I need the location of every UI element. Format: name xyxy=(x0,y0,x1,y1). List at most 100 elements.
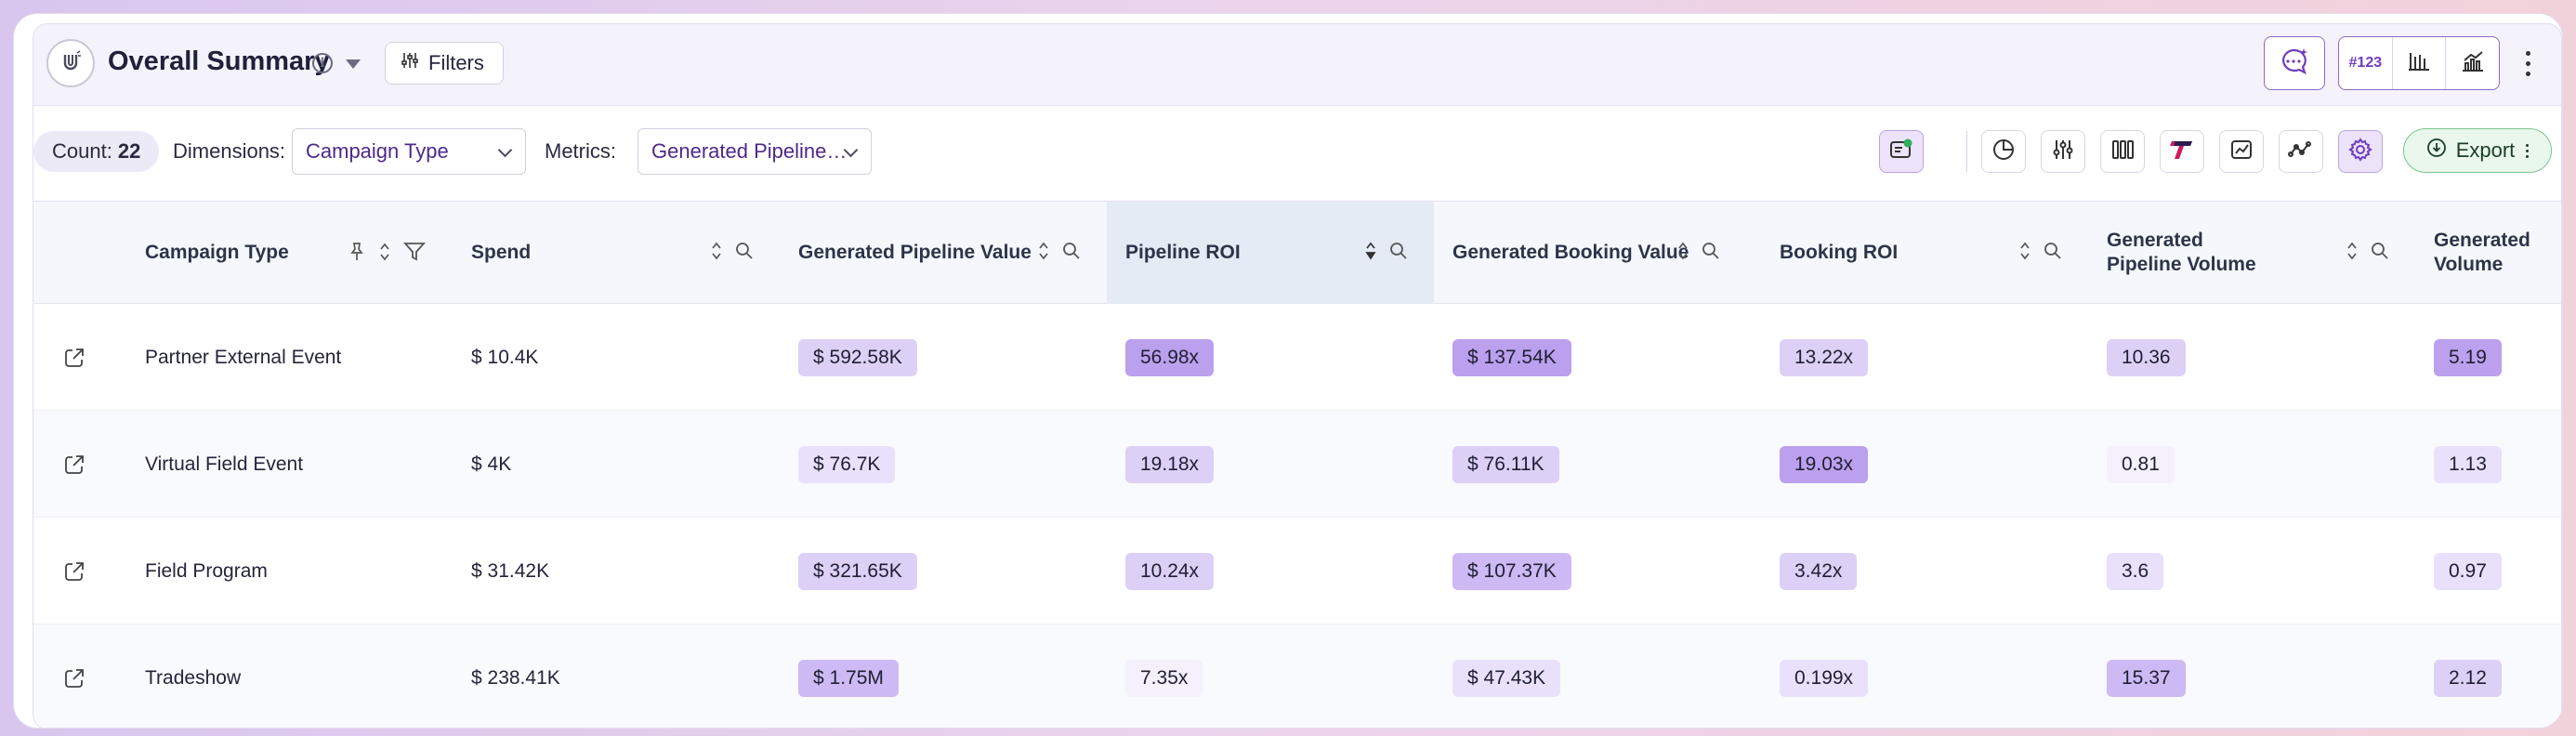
external-link-icon[interactable] xyxy=(63,347,85,374)
trend-icon xyxy=(2288,138,2314,166)
sort-icon[interactable] xyxy=(379,242,390,262)
columns-button[interactable] xyxy=(2100,130,2145,173)
cell-pipeline-roi-value: 19.18x xyxy=(1125,445,1215,483)
sort-descending-icon[interactable] xyxy=(1365,241,1376,261)
table-row[interactable]: Virtual Field Event $ 4K $ 76.7K 19.18x $ 76… xyxy=(33,411,2561,518)
info-icon[interactable]: i xyxy=(312,53,333,73)
table-view-button[interactable] xyxy=(2393,37,2447,89)
cell-booking-value: $ 47.43K xyxy=(1452,624,1561,728)
cell-spend-value: $ 31.42K xyxy=(471,559,550,582)
caret-down-icon[interactable] xyxy=(346,59,361,69)
cell-volume-value: 1.13 xyxy=(2434,445,2502,483)
table-row[interactable]: Tradeshow $ 238.41K $ 1.75M 7.35x $ 47.43K 0.… xyxy=(33,624,2561,728)
dimension-value: Campaign Type xyxy=(306,139,449,163)
filter-icon[interactable] xyxy=(403,241,426,263)
sort-icon[interactable] xyxy=(1677,241,1689,261)
cell-booking-roi: 3.42x xyxy=(1780,518,1858,624)
table-row[interactable]: Partner External Event $ 10.4K $ 592.58K 56… xyxy=(33,304,2561,411)
number-view-label: #123 xyxy=(2348,55,2383,71)
column-header-pipeline-value[interactable]: Generated Pipeline Value xyxy=(780,202,1107,304)
cell-spend: $ 4K xyxy=(471,411,511,518)
metrics-value: Generated Pipeline… xyxy=(651,139,848,163)
ai-insight-button[interactable] xyxy=(1879,130,1924,173)
search-icon[interactable] xyxy=(1389,242,1408,260)
more-vertical-icon xyxy=(2526,143,2530,158)
cell-booking-roi-value: 13.22x xyxy=(1780,338,1869,376)
cell-campaign-type: Virtual Field Event xyxy=(145,411,303,518)
column-header-booking-roi[interactable]: Booking ROI xyxy=(1761,202,2088,304)
column-header-campaign-type[interactable]: Campaign Type xyxy=(33,202,453,304)
settings-button[interactable] xyxy=(2338,130,2383,173)
view-toggle-group: #123 xyxy=(2338,36,2500,90)
pie-chart-button[interactable] xyxy=(1981,130,2026,173)
search-icon[interactable] xyxy=(1062,242,1081,260)
column-header-pipeline-volume[interactable]: Generated Pipeline Volume xyxy=(2088,202,2415,304)
cell-booking-value-value: $ 107.37K xyxy=(1452,552,1571,590)
column-header-pipeline-roi[interactable]: Pipeline ROI xyxy=(1107,202,1434,304)
cell-pipeline-roi-value: 10.24x xyxy=(1125,552,1215,590)
cell-pipeline-volume-value: 10.36 xyxy=(2107,338,2186,376)
cell-booking-value-value: $ 76.11K xyxy=(1452,445,1559,483)
ai-chat-button[interactable] xyxy=(2264,36,2325,90)
cell-pipeline-roi-value: 56.98x xyxy=(1125,338,1215,376)
cell-campaign-type: Field Program xyxy=(145,518,268,624)
search-icon[interactable] xyxy=(735,242,754,260)
column-header-volume[interactable]: Generated Volume xyxy=(2434,230,2530,275)
cell-pipeline-volume: 15.37 xyxy=(2107,624,2186,728)
sort-icon[interactable] xyxy=(1038,241,1049,261)
adjust-button[interactable] xyxy=(2041,130,2085,173)
pin-icon[interactable] xyxy=(348,242,366,262)
cell-volume-value: 0.97 xyxy=(2434,552,2502,590)
sort-icon[interactable] xyxy=(711,241,722,261)
cell-volume-value: 5.19 xyxy=(2434,338,2502,376)
image-chart-button[interactable] xyxy=(2219,130,2264,173)
cell-campaign-type-value: Partner External Event xyxy=(145,346,342,368)
chart-view-button[interactable] xyxy=(2446,37,2499,89)
cell-spend-value: $ 10.4K xyxy=(471,346,539,368)
cell-booking-roi: 13.22x xyxy=(1780,304,1869,411)
search-icon[interactable] xyxy=(1702,242,1720,260)
metrics-label: Metrics: xyxy=(545,139,616,163)
cell-pipeline-roi: 56.98x xyxy=(1125,304,1215,411)
column-header-spend[interactable]: Spend xyxy=(453,202,780,304)
cell-pipeline-roi-value: 7.35x xyxy=(1125,659,1203,697)
card-header: Overall Summary i Filters xyxy=(33,24,2561,106)
cell-booking-roi-value: 0.199x xyxy=(1780,659,1869,697)
sort-icon[interactable] xyxy=(2019,241,2031,261)
cell-volume-value: 2.12 xyxy=(2434,659,2502,697)
cell-booking-roi-value: 3.42x xyxy=(1780,552,1858,590)
cell-booking-roi: 19.03x xyxy=(1780,411,1869,518)
cell-campaign-type-value: Virtual Field Event xyxy=(145,453,304,475)
external-link-icon[interactable] xyxy=(63,667,85,694)
cell-campaign-type: Tradeshow xyxy=(145,624,241,728)
filters-button[interactable]: Filters xyxy=(385,42,504,85)
cell-pipeline-volume-value: 0.81 xyxy=(2107,445,2175,483)
column-header-booking-value[interactable]: Generated Booking Value xyxy=(1434,202,1761,304)
cell-booking-value: $ 76.11K xyxy=(1452,411,1559,518)
table-row[interactable]: Field Program $ 31.42K $ 321.65K 10.24x $ 10… xyxy=(33,518,2561,624)
ai-insight-icon xyxy=(1888,138,1914,166)
dimension-select[interactable]: Campaign Type xyxy=(292,128,526,175)
cell-pipeline-value-value: $ 1.75M xyxy=(798,659,899,697)
cell-pipeline-volume: 10.36 xyxy=(2107,304,2186,411)
page-title: Overall Summary xyxy=(108,46,330,76)
cell-booking-value: $ 107.37K xyxy=(1452,518,1571,624)
number-view-button[interactable]: #123 xyxy=(2339,37,2393,89)
kebab-menu-icon[interactable] xyxy=(2517,43,2539,84)
cell-pipeline-volume-value: 15.37 xyxy=(2107,659,2186,697)
search-icon[interactable] xyxy=(2371,242,2389,260)
metrics-select[interactable]: Generated Pipeline… xyxy=(637,128,872,175)
download-icon xyxy=(2426,138,2447,164)
cell-volume: 1.13 xyxy=(2434,411,2502,518)
trend-button[interactable] xyxy=(2279,130,2323,173)
cell-pipeline-value-value: $ 76.7K xyxy=(798,445,896,483)
external-link-icon[interactable] xyxy=(63,453,85,480)
cell-booking-value-value: $ 137.54K xyxy=(1452,338,1571,376)
sort-icon[interactable] xyxy=(2346,241,2358,261)
settings-icon xyxy=(2348,137,2372,166)
cell-pipeline-roi: 7.35x xyxy=(1125,624,1203,728)
external-link-icon[interactable] xyxy=(63,560,85,587)
search-icon[interactable] xyxy=(2044,242,2062,260)
brand-button[interactable] xyxy=(2160,130,2204,173)
export-button[interactable]: Export xyxy=(2403,128,2552,173)
